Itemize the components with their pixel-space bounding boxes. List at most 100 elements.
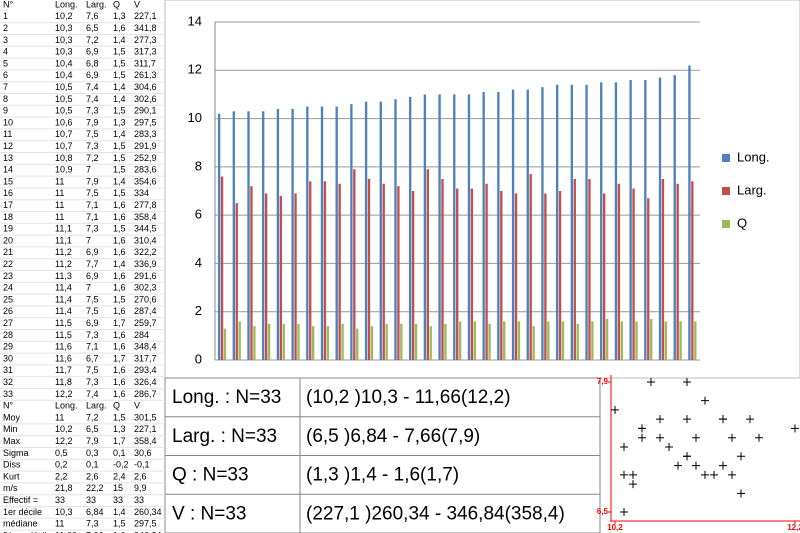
table-cell: 10,4: [55, 58, 73, 68]
table-cell: 11,66: [55, 530, 77, 533]
bar: [694, 321, 697, 360]
table-cell: 7,5: [86, 129, 99, 139]
table-cell: 6,8: [86, 58, 99, 68]
table-cell: 6,9: [86, 318, 99, 328]
bar: [603, 193, 606, 360]
table-cell: 348,4: [134, 342, 157, 352]
table-cell: 12,2: [55, 389, 73, 399]
summary-label: Larg. : N=33: [172, 426, 277, 447]
table-cell: 11,4: [55, 283, 72, 293]
bar: [414, 323, 418, 360]
table-cell: 7: [86, 235, 91, 245]
bar: [294, 193, 297, 360]
table-cell: 10: [3, 117, 13, 127]
table-cell: 1,5: [113, 519, 126, 529]
table-cell: 5: [3, 58, 8, 68]
table-cell: 7,3: [86, 519, 99, 529]
table-cell: 1,4: [113, 176, 126, 186]
table-cell: 283,3: [134, 129, 157, 139]
table-cell: 17: [3, 200, 13, 210]
legend-swatch: [722, 154, 730, 162]
bar: [282, 323, 285, 360]
bar: [617, 183, 621, 360]
point: [647, 378, 655, 386]
bar: [370, 326, 374, 360]
y-tick-label: 8: [195, 158, 202, 173]
table-cell: 336,9: [134, 259, 157, 269]
table-cell: 7,2: [86, 153, 99, 163]
bar: [379, 101, 382, 361]
table-cell: -0,2: [113, 460, 129, 470]
bar: [238, 321, 241, 360]
bar: [585, 84, 588, 361]
table-cell: 227,1: [134, 424, 157, 434]
bar: [247, 111, 250, 360]
table-cell: 1,6: [113, 365, 126, 375]
table-cell: 6,9: [86, 271, 99, 281]
table-cell: 1,6: [113, 247, 126, 257]
table-cell: 358,4: [134, 436, 157, 446]
bar: [588, 178, 591, 360]
table-cell: 10,9: [55, 165, 73, 175]
table-cell: 291,6: [134, 271, 157, 281]
table-cell: 11,5: [55, 318, 72, 328]
table-cell: 284: [134, 330, 149, 340]
bar: [312, 326, 315, 360]
bar: [632, 188, 635, 360]
table-cell: 11,1: [55, 224, 72, 234]
y-tick-label: 10: [188, 110, 202, 125]
bar: [661, 178, 665, 360]
bar: [673, 75, 676, 360]
bar: [547, 321, 550, 360]
table-cell: 7,3: [86, 224, 99, 234]
table-cell: 13: [3, 153, 13, 163]
table-cell: 22: [3, 259, 13, 269]
table-cell: 1,3: [113, 11, 126, 21]
point: [683, 415, 691, 424]
table-cell: 1,6: [113, 306, 126, 316]
summary-range: (227,1 )260,34 - 346,84(358,4): [306, 503, 565, 524]
bar: [262, 111, 265, 360]
table-cell: 0,5: [55, 448, 68, 458]
table-cell: 1,7: [113, 318, 126, 328]
bar: [409, 96, 412, 360]
table-cell: 22,2: [86, 483, 104, 493]
point: [728, 433, 736, 442]
table-cell: 33: [113, 495, 123, 505]
table-cell: 12: [3, 141, 13, 151]
table-cell: 1,5: [113, 165, 126, 175]
bar: [644, 79, 647, 360]
bar: [400, 323, 403, 360]
table-cell: 10,5: [55, 106, 73, 116]
table-cell: 10,7: [55, 129, 73, 139]
bar: [411, 191, 415, 360]
table-cell: 11,1: [55, 235, 72, 245]
bar: [397, 186, 400, 360]
summary-label: V : N=33: [172, 503, 246, 524]
table-cell: 18: [3, 212, 13, 222]
table-cell: Kurt: [3, 471, 20, 481]
table-cell: 7,4: [86, 82, 99, 92]
table-cell: 1,4: [113, 259, 126, 269]
bar: [558, 191, 562, 360]
table-cell: 7,2: [86, 35, 99, 45]
table-cell: 30,6: [134, 448, 152, 458]
table-cell: 7: [86, 165, 91, 175]
table-cell: Sigma: [3, 448, 29, 458]
bar: [253, 326, 256, 360]
bar: [235, 203, 238, 360]
x-tick-label: 12,2: [787, 523, 800, 532]
y-tick-label: 7,9: [597, 377, 609, 386]
bar: [264, 193, 268, 360]
table-cell: 1,4: [113, 82, 126, 92]
table-cell: Effectif =: [3, 495, 38, 505]
table-cell: 23: [3, 271, 13, 281]
header-cell: Q: [113, 0, 120, 9]
table-cell: 2,6: [86, 471, 99, 481]
header-cell: Larg.: [86, 401, 107, 411]
bar: [517, 321, 521, 360]
table-cell: 7,3: [86, 141, 99, 151]
table-cell: 270,6: [134, 294, 157, 304]
table-cell: 286,7: [134, 389, 157, 399]
